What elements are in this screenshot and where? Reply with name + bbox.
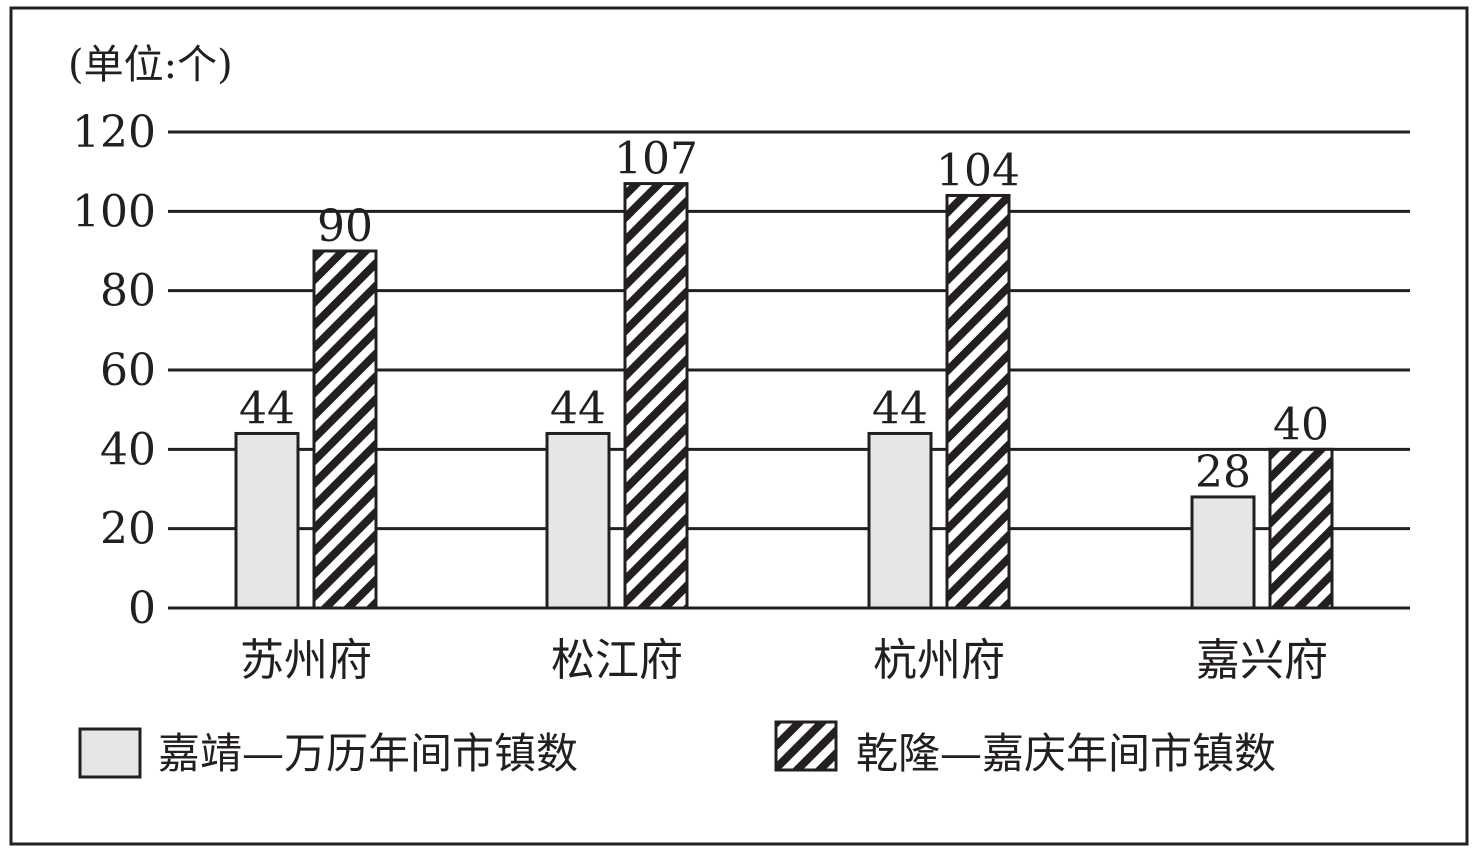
category-labels: 苏州府 松江府 杭州府 嘉兴府 — [240, 635, 1328, 686]
data-label-series-1-2: 44 — [550, 383, 606, 434]
bars — [234, 182, 1334, 610]
y-tick-label: 20 — [100, 504, 156, 555]
y-tick-label: 40 — [100, 424, 156, 475]
legend-swatch-series-1 — [78, 727, 142, 779]
x-category-label: 苏州府 — [240, 635, 372, 686]
data-label-series-1-3: 44 — [872, 383, 928, 434]
bar-series-1-4 — [1190, 495, 1256, 610]
bar-series-1-2 — [545, 431, 611, 610]
bar-series-2-1 — [312, 249, 378, 610]
legend-swatch-series-2 — [774, 720, 838, 772]
legend-label-series-1: 嘉靖—万历年间市镇数 — [158, 729, 578, 778]
bar-series-2-3 — [945, 193, 1011, 610]
data-label-series-2-2: 107 — [614, 134, 698, 185]
data-label-series-1-4: 28 — [1195, 447, 1251, 498]
chart-frame — [9, 6, 1469, 846]
x-category-label: 杭州府 — [873, 635, 1005, 686]
legend-label-series-2: 乾隆—嘉庆年间市镇数 — [856, 729, 1276, 778]
y-tick-label: 100 — [72, 186, 156, 237]
y-axis-ticks: 0 20 40 60 80 100 120 — [72, 107, 156, 634]
y-tick-label: 0 — [128, 583, 156, 634]
y-tick-label: 120 — [72, 107, 156, 158]
x-category-label: 松江府 — [551, 635, 683, 686]
x-category-label: 嘉兴府 — [1196, 635, 1328, 686]
bar-series-1-3 — [867, 431, 933, 610]
legend: 嘉靖—万历年间市镇数 乾隆—嘉庆年间市镇数 — [78, 720, 1276, 779]
data-label-series-2-3: 104 — [936, 145, 1020, 196]
data-label-series-2-4: 40 — [1273, 399, 1329, 450]
bar-series-1-1 — [234, 431, 300, 610]
data-label-series-1-1: 44 — [239, 383, 295, 434]
bar-series-2-2 — [623, 182, 689, 610]
data-label-series-2-1: 90 — [317, 201, 373, 252]
data-labels: 44 90 44 107 44 104 28 40 — [239, 134, 1329, 498]
y-tick-label: 60 — [100, 345, 156, 396]
bar-series-2-4 — [1268, 447, 1334, 610]
y-tick-label: 80 — [100, 266, 156, 317]
unit-label: (单位:个) — [68, 42, 233, 88]
